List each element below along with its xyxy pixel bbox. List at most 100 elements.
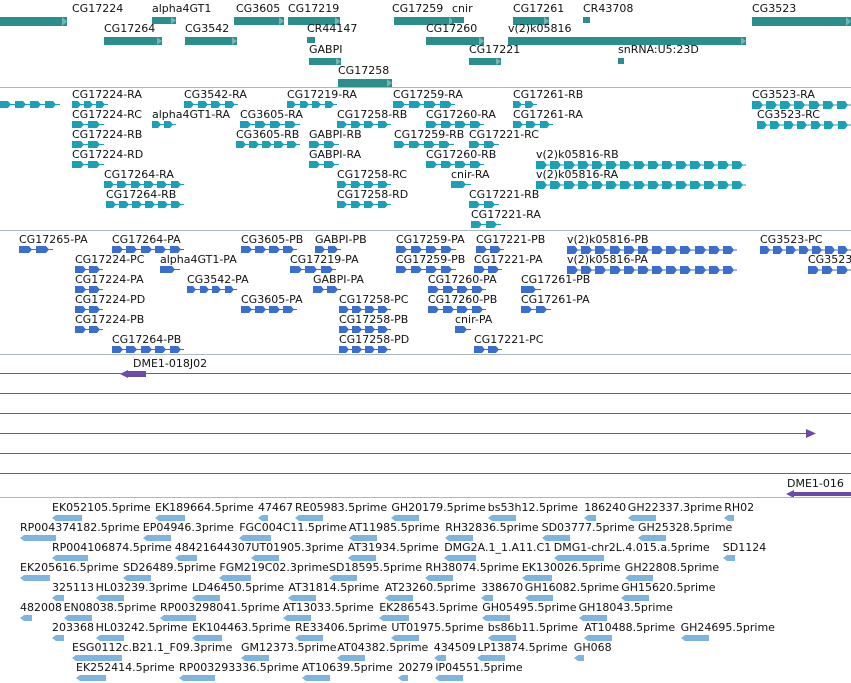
transcripts-glyph[interactable] [426, 161, 484, 168]
transcripts-glyph[interactable] [752, 101, 851, 109]
transcripts-label[interactable]: CG17260-RB [426, 148, 497, 161]
transcripts-label[interactable]: CG17259-RA [393, 88, 463, 101]
est-label[interactable]: GH18043.5prime [578, 601, 673, 614]
genes-glyph[interactable] [0, 17, 67, 26]
est-label[interactable]: SD03777.5prime [541, 521, 635, 534]
genes-label[interactable]: CR44147 [307, 22, 358, 35]
est-glyph[interactable] [20, 535, 56, 541]
proteins-label[interactable]: CG3523-PC [760, 233, 823, 246]
est-glyph[interactable] [20, 575, 50, 581]
proteins-glyph[interactable] [112, 246, 184, 253]
proteins-glyph[interactable] [396, 246, 456, 253]
transcripts-glyph[interactable] [536, 181, 746, 189]
transcripts-glyph[interactable] [309, 161, 339, 168]
transcripts-glyph[interactable] [536, 161, 746, 169]
transcripts-label[interactable]: CG3523-RA [752, 88, 815, 101]
est-label[interactable]: EN08038.5prime [63, 601, 157, 614]
est-label[interactable]: HL03239.3prime [95, 581, 188, 594]
est-label[interactable]: ESG0112c.B21.1_F09.3prime [72, 641, 233, 654]
transcripts-label[interactable]: v(2)k05816-RB [536, 148, 619, 161]
genes-label[interactable]: CG17219 [288, 2, 340, 15]
genes-label[interactable]: CG17259 [392, 2, 444, 15]
proteins-glyph[interactable] [760, 246, 851, 254]
est-glyph[interactable] [52, 595, 64, 601]
proteins-label[interactable]: CG17221-PC [474, 333, 544, 346]
est-glyph[interactable] [288, 595, 317, 601]
est-label[interactable]: EK104463.5prime [192, 621, 291, 634]
est-label[interactable]: 338670 [481, 581, 524, 594]
est-label[interactable]: AT31814.5prime [288, 581, 380, 594]
est-label[interactable]: FGC004C11.5prime [239, 521, 347, 534]
proteins-label[interactable]: CG3605-PB [241, 233, 304, 246]
transcripts-label[interactable]: CG3605-RA [240, 108, 303, 121]
transcripts-label[interactable]: CG17261-RA [513, 108, 583, 121]
genes-glyph[interactable] [513, 17, 549, 25]
est-label[interactable]: 47467 [258, 501, 293, 514]
transcripts-label[interactable]: CG17224-RA [72, 88, 142, 101]
est-glyph[interactable] [295, 635, 323, 641]
genes-glyph[interactable] [452, 17, 464, 23]
est-label[interactable]: SD26489.5prime [123, 561, 216, 574]
est-glyph[interactable] [76, 675, 106, 681]
transcripts-label[interactable]: CG17260-RA [426, 108, 496, 121]
est-glyph[interactable] [301, 675, 330, 681]
transcripts-label[interactable]: GABPI-RA [309, 148, 362, 161]
transcripts-glyph[interactable] [72, 101, 108, 108]
proteins-glyph[interactable] [396, 266, 456, 273]
proteins-label[interactable]: v(2)k05816-PA [567, 253, 648, 266]
proteins-label[interactable]: CG17264-PB [112, 333, 182, 346]
est-glyph[interactable] [391, 635, 420, 641]
est-glyph[interactable] [638, 535, 666, 541]
est-label[interactable]: AT11985.5prime [348, 521, 440, 534]
genes-glyph[interactable] [234, 17, 284, 25]
proteins-label[interactable]: CG3605-PA [241, 293, 303, 306]
proteins-label[interactable]: CG17258-PD [339, 333, 410, 346]
est-glyph[interactable] [155, 515, 185, 521]
transcripts-glyph[interactable] [309, 141, 339, 148]
proteins-label[interactable]: CG17224-PD [75, 293, 146, 306]
genes-glyph[interactable] [307, 37, 315, 43]
est-label[interactable]: GH15620.5prime [621, 581, 716, 594]
est-glyph[interactable] [487, 635, 516, 641]
est-glyph[interactable] [724, 515, 735, 521]
est-label[interactable]: RP004106874.5prime [52, 541, 172, 554]
proteins-glyph[interactable] [187, 286, 237, 293]
est-label[interactable]: EK189664.5prime [155, 501, 254, 514]
proteins-glyph[interactable] [160, 266, 180, 273]
genes-label[interactable]: CG3605 [236, 2, 281, 15]
est-glyph[interactable] [329, 575, 357, 581]
proteins-label[interactable]: GABPI-PA [313, 273, 364, 286]
proteins-glyph[interactable] [290, 266, 336, 273]
transcripts-label[interactable]: CG17221-RC [469, 128, 539, 141]
est-glyph[interactable] [241, 655, 269, 661]
transcripts-glyph[interactable] [106, 201, 184, 208]
est-label[interactable]: 203368 [52, 621, 94, 634]
est-glyph[interactable] [481, 595, 494, 601]
proteins-label[interactable]: CG17260-PB [428, 293, 498, 306]
proteins-glyph[interactable] [75, 326, 103, 333]
proteins-glyph[interactable] [241, 306, 297, 313]
est-label[interactable]: GH20179.5prime [391, 501, 486, 514]
proteins-label[interactable]: cnir-PA [455, 313, 493, 326]
transcripts-label[interactable]: CG17264-RA [104, 168, 174, 181]
proteins-label[interactable]: CG17221-PB [476, 233, 546, 246]
transcripts-glyph[interactable] [426, 121, 484, 128]
est-label[interactable]: GH22808.5prime [624, 561, 720, 574]
transcripts-label[interactable]: CG17219-RA [287, 88, 357, 101]
est-glyph[interactable] [680, 635, 709, 641]
transcripts-label[interactable]: CG3605-RB [236, 128, 300, 141]
clone-marker[interactable] [120, 370, 150, 378]
est-label[interactable]: RE33406.5prime [295, 621, 388, 634]
proteins-glyph[interactable] [241, 246, 297, 253]
est-label[interactable]: DMG2A.1_1.A11.C1 [444, 541, 552, 554]
proteins-glyph[interactable] [474, 266, 502, 273]
transcripts-glyph[interactable] [236, 141, 300, 148]
est-glyph[interactable] [347, 555, 376, 561]
transcripts-glyph[interactable] [240, 121, 300, 128]
transcripts-glyph[interactable] [152, 121, 176, 128]
transcripts-glyph[interactable] [469, 141, 499, 148]
proteins-label[interactable]: CG17261-PA [521, 293, 590, 306]
transcripts-glyph[interactable] [513, 121, 553, 128]
est-glyph[interactable] [160, 615, 196, 621]
est-label[interactable]: AT13033.5prime [282, 601, 374, 614]
